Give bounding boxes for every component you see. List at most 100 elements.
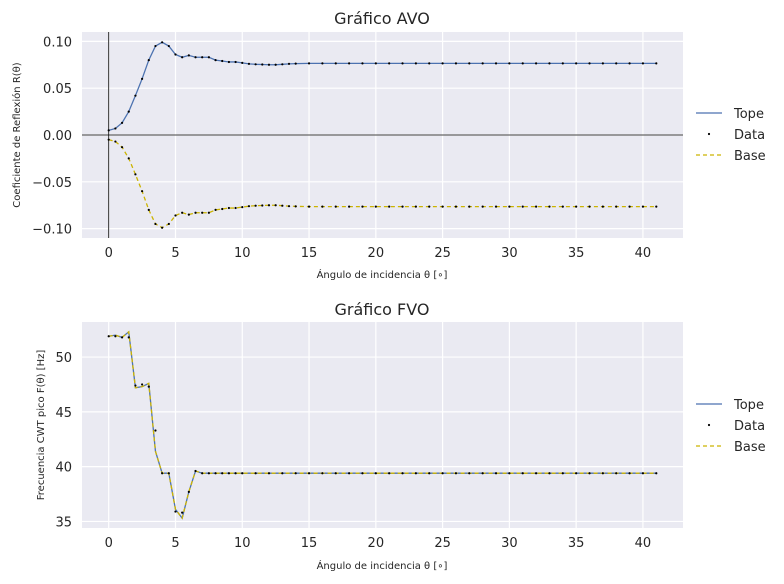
fvo-x-tick-label: 35 [568,536,585,551]
avo-y-tick-label: −0.10 [32,223,72,238]
avo-data-point-top [588,62,591,65]
avo-data-point-base [274,204,277,207]
avo-data-point-base [127,157,130,160]
avo-legend-label: Base [734,149,766,164]
avo-base-line [108,139,657,229]
avo-data-point-base [374,205,377,208]
avo-legend: Tope Data Base [696,107,766,164]
avo-data-point-base [414,205,417,208]
avo-data-point-base [281,204,284,207]
fvo-data-point [194,469,197,473]
fvo-series [107,330,658,520]
avo-data-point-base [114,140,117,143]
fvo-data-point [548,472,551,475]
avo-data-point-base [655,205,658,208]
avo-legend-label: Tope [733,107,764,122]
avo-data-point-base [468,205,471,208]
avo-data-point-base [267,204,271,207]
fvo-data-point [120,336,124,339]
avo-data-point-base [601,205,604,208]
avo-data-point-base [254,204,257,207]
avo-data-point-top [207,56,210,59]
avo-x-ticks: 0 5 10 15 20 25 30 35 40 [105,246,652,261]
avo-data-point-base [307,205,311,208]
avo-data-point-top [641,62,645,65]
fvo-data-point [114,335,117,338]
avo-data-point-top [601,62,604,65]
avo-data-point-base [534,205,538,208]
avo-data-point-top [167,44,170,48]
avo-title: Gráfico AVO [334,9,430,28]
fvo-legend-label: Data [734,419,765,434]
avo-data-point-top [294,62,297,65]
avo-x-tick-label: 35 [568,246,585,261]
fvo-data-point [201,472,204,475]
avo-data-point-top [494,62,498,65]
avo-data-point-base [575,205,578,208]
fvo-x-tick-label: 40 [635,536,652,551]
avo-data-point-top [334,62,337,65]
avo-data-point-top [628,62,631,65]
fvo-y-tick-label: 40 [55,461,72,476]
avo-data-point-top [481,62,484,65]
fvo-data-point [628,472,631,475]
avo-data-point-top [287,62,291,65]
avo-legend-label: Data [734,128,765,143]
avo-data-point-base [161,226,164,229]
avo-data-point-top [274,63,277,66]
fvo-data-point [227,472,231,475]
avo-data-point-top [348,62,351,65]
fvo-data-point [508,472,511,475]
fvo-x-tick-label: 25 [434,536,451,551]
avo-data-point-top [261,63,264,66]
avo-data-point-base [321,205,324,208]
avo-data-point-top [534,62,538,65]
avo-reference-lines [82,32,683,238]
avo-data-point-base [141,190,144,193]
avo-data-point-top [120,121,124,124]
avo-data-point-top [221,59,224,63]
avo-data-point-base [388,205,391,208]
avo-chart: Gráfico AVO 0 5 10 15 20 25 30 35 40 −0.10 −0.05 0… [11,9,766,281]
avo-data-point-top [214,58,217,62]
avo-data-point-base [334,205,337,208]
fvo-x-tick-label: 20 [368,536,385,551]
avo-data-point-base [201,211,204,214]
avo-data-point-base [588,205,591,208]
avo-x-tick-label: 25 [434,246,451,261]
avo-x-tick-label: 40 [635,246,652,261]
fvo-data-point [655,472,658,475]
avo-data-point-base [441,205,444,208]
fvo-legend: Tope Data Base [696,398,766,455]
fvo-data-point [588,472,591,475]
avo-data-point-top [521,62,524,65]
fvo-legend-label: Tope [733,398,764,413]
avo-data-point-top [575,62,578,65]
fvo-data-point [401,472,404,475]
fvo-data-point [575,472,578,475]
avo-data-point-base [147,208,150,212]
avo-data-point-base [561,205,564,208]
avo-data-point-base [494,205,498,208]
avo-data-point-top [234,60,237,64]
fvo-data-point [294,472,297,475]
avo-data-point-top [615,62,618,65]
avo-data-point-top [428,62,431,65]
fvo-data-point [267,472,271,475]
avo-data-point-base [348,205,351,208]
avo-data-point-top [114,127,117,130]
fvo-title: Gráfico FVO [335,300,430,319]
avo-data-point-top [454,62,458,65]
fvo-chart: Gráfico FVO 0 5 10 15 20 25 30 35 40 35 40 45 50 Án… [36,300,766,572]
avo-data-point-top [181,56,184,59]
avo-data-point-base [181,211,184,214]
fvo-data-point [207,472,210,475]
avo-data-point-base [628,205,631,208]
avo-x-axis-label: Ángulo de incidencia θ [∘] [317,268,448,281]
fvo-data-point [615,472,618,475]
fvo-data-point [161,472,164,475]
fvo-data-point [107,335,110,338]
avo-data-point-top [254,63,257,66]
fvo-data-point [167,472,170,475]
avo-data-point-base [134,173,137,176]
